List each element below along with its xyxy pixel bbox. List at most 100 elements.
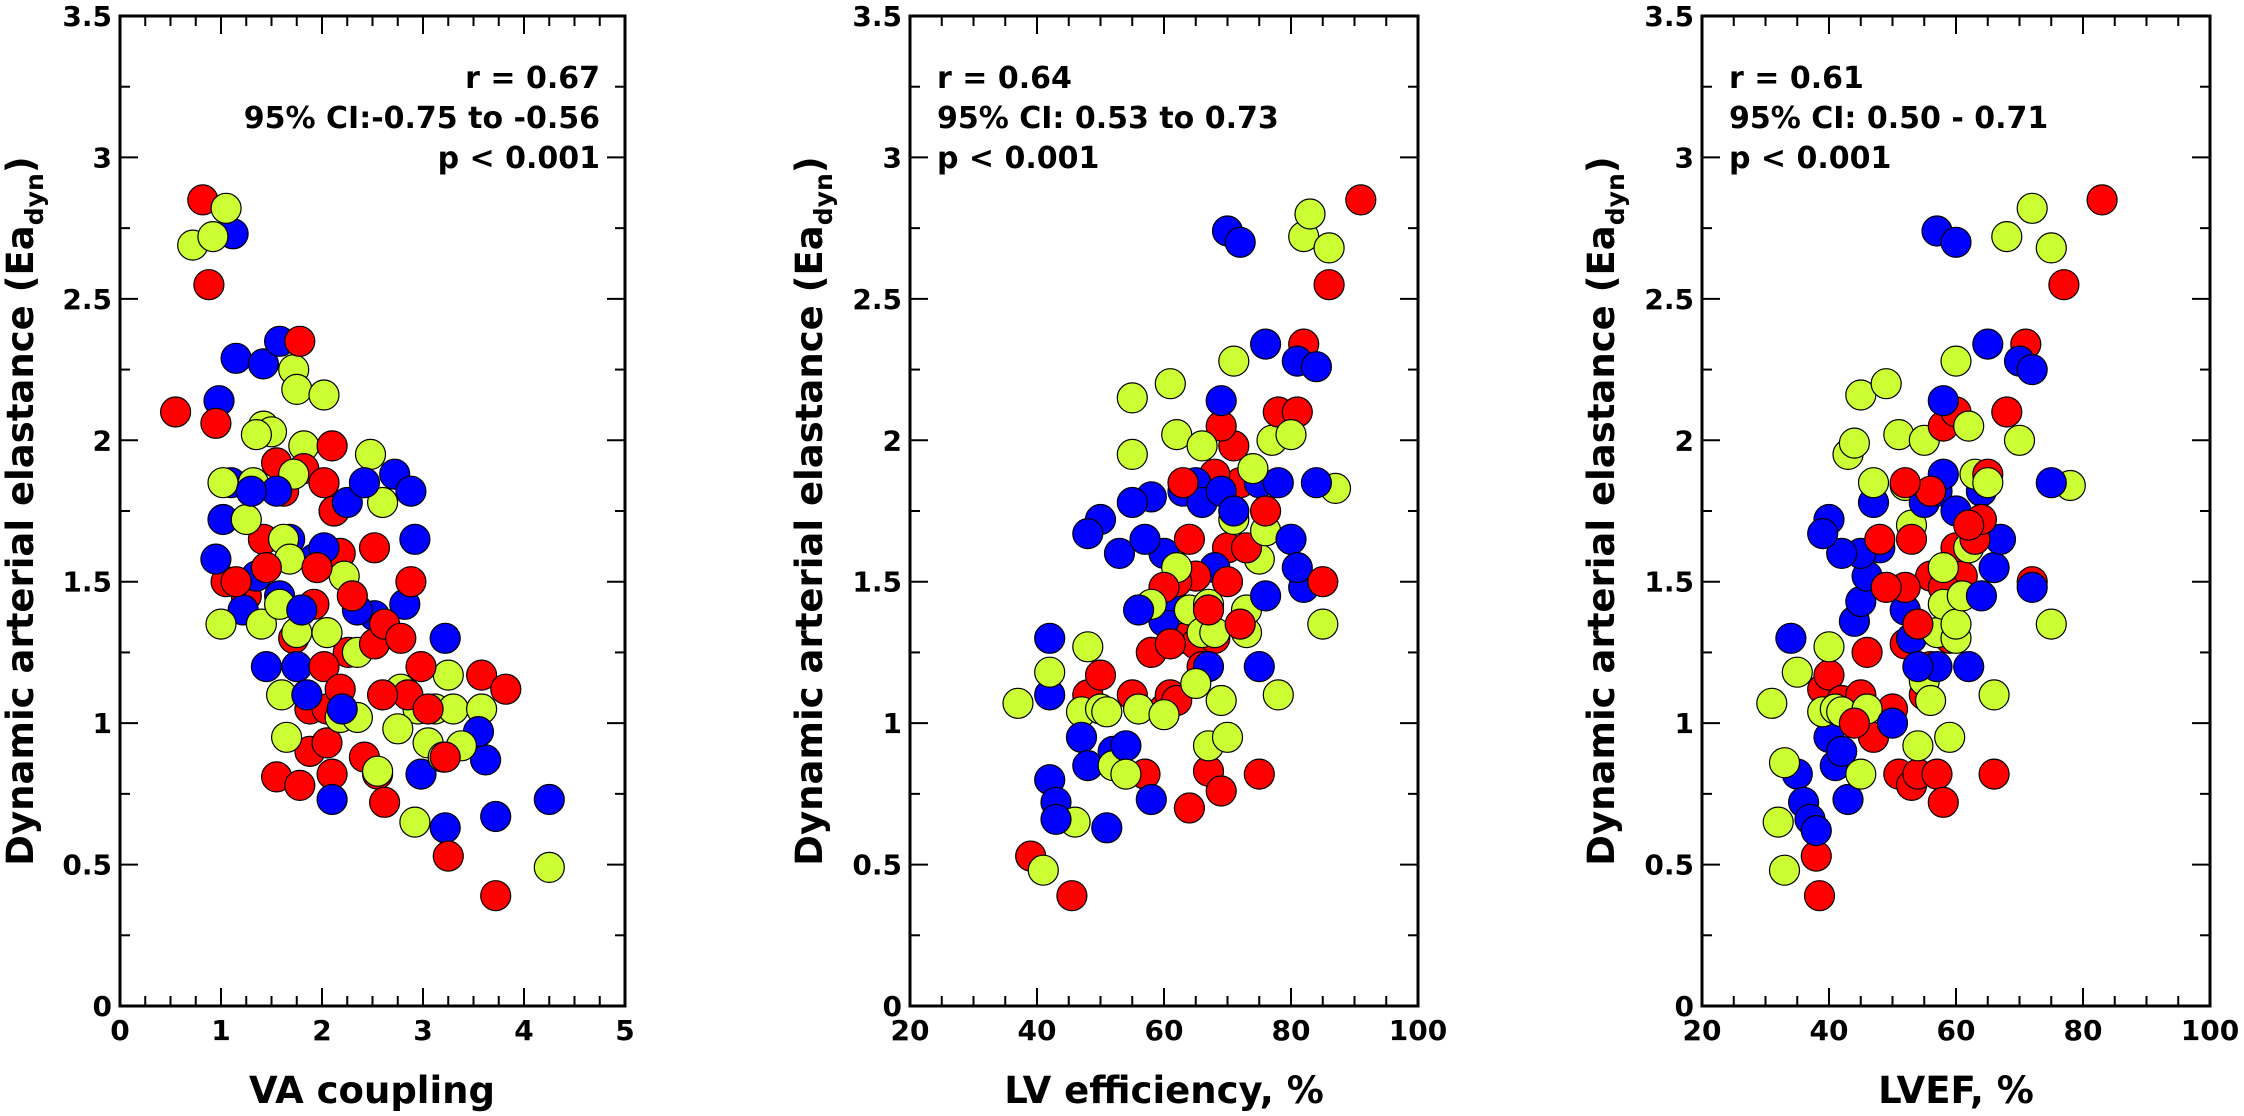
y-tick-label: 2.5: [852, 283, 902, 316]
scatter-point-green: [1914, 684, 1947, 717]
stat-p: p < 0.001: [937, 141, 1099, 176]
scatter-point-blue: [1978, 551, 2010, 584]
scatter-point-green: [245, 608, 277, 640]
scatter-point-red: [1205, 775, 1237, 807]
scatter-point-red: [1921, 758, 1953, 790]
x-axis-label: LVEF, %: [1878, 1069, 2034, 1112]
scatter-point-green: [1034, 656, 1066, 688]
panel-lv-efficiency: 20 40 60 80 100 0 0.5 1 1.5 2 2.5 3 3.5 LV efficien…: [788, 0, 1447, 1112]
scatter-point-blue: [1135, 783, 1167, 816]
y-axis-label: Dynamic arterial elastance (Eadyn): [1580, 156, 1630, 865]
y-tick-labels: 0 0.5 1 1.5 2 2.5 3 3.5: [1644, 0, 1694, 1023]
scatter-point-blue: [1110, 730, 1142, 762]
scatter-point-blue: [2016, 571, 2048, 604]
x-tick-labels: 20 40 60 80 100: [891, 1014, 1448, 1047]
y-tick-label: 1: [883, 707, 902, 740]
scatter-point-blue: [1927, 385, 1959, 417]
scatter-point-green: [1768, 747, 1801, 779]
scatter-point-blue: [2016, 354, 2048, 386]
scatter-point-green: [1218, 345, 1250, 377]
scatter-point-green: [533, 851, 565, 884]
scatter-point-red: [429, 741, 461, 773]
y-tick-label: 3.5: [62, 0, 112, 33]
scatter-point-green: [1978, 679, 2010, 711]
scatter-point-blue: [1103, 537, 1136, 570]
scatter-point-red: [308, 467, 340, 499]
x-tick-label: 80: [1272, 1014, 1311, 1047]
scatter-point-green: [1953, 410, 1985, 442]
scatter-point-green: [1991, 221, 2023, 253]
x-axis-label: LV efficiency, %: [1004, 1069, 1324, 1112]
stat-r: r = 0.64: [937, 61, 1072, 96]
scatter-point-blue: [1249, 580, 1282, 612]
stat-r: r = 0.67: [465, 61, 600, 96]
scatter-point-blue: [480, 800, 512, 833]
x-tick-label: 20: [891, 1014, 930, 1047]
scatter-point-blue: [326, 693, 358, 725]
scatter-point-blue: [1243, 650, 1275, 683]
scatter-point-blue: [2035, 467, 2067, 499]
y-tick-label: 2: [93, 424, 112, 457]
scatter-point-blue: [1224, 226, 1256, 258]
scatter-point-blue: [286, 594, 318, 626]
scatter-point-green: [1294, 198, 1326, 230]
axis-ticks: [909, 15, 1419, 1007]
scatter-point-green: [354, 438, 387, 470]
scatter-point-green: [1275, 419, 1307, 451]
scatter-point-red: [358, 532, 391, 564]
scatter-point-red: [1307, 566, 1339, 598]
scatter-point-blue: [1034, 622, 1066, 654]
x-tick-label: 5: [615, 1014, 634, 1047]
scatter-point-green: [1781, 656, 1813, 688]
scatter-point-blue: [1072, 517, 1104, 550]
scatter-point-red: [395, 566, 427, 598]
y-tick-labels: 0 0.5 1 1.5 2 2.5 3 3.5: [852, 0, 902, 1023]
scatter-point-green: [1762, 806, 1794, 838]
scatter-point-green: [230, 503, 262, 536]
y-tick-label: 3.5: [1644, 0, 1694, 33]
axis-ticks: [1701, 15, 2211, 1007]
scatter-point-red: [1173, 792, 1206, 824]
scatter-point-red: [160, 396, 192, 428]
panel-lvef-points: [1756, 184, 2118, 912]
scatter-point-red: [1902, 608, 1934, 640]
x-tick-label: 0: [110, 1014, 129, 1047]
scatter-point-blue: [1876, 707, 1909, 739]
scatter-point-red: [200, 407, 232, 439]
scatter-point-red: [1895, 523, 1928, 555]
scatter-point-blue: [1040, 803, 1072, 835]
scatter-point-red: [432, 840, 464, 872]
scatter-point-blue: [281, 650, 313, 683]
x-axis-label: VA coupling: [249, 1069, 495, 1112]
scatter-point-red: [336, 580, 368, 612]
scatter-point-red: [1154, 628, 1186, 660]
scatter-point-blue: [1129, 523, 1161, 555]
scatter-point-red: [250, 551, 282, 584]
scatter-point-green: [1870, 368, 1902, 400]
scatter-point-blue: [1281, 551, 1313, 584]
scatter-point-green: [205, 608, 237, 640]
scatter-point-blue: [1832, 783, 1864, 816]
scatter-point-red: [480, 880, 512, 912]
scatter-point-red: [490, 673, 522, 705]
scatter-point-green: [271, 721, 303, 753]
scatter-point-blue: [1218, 495, 1250, 527]
scatter-point-blue: [331, 486, 363, 519]
scatter-point-green: [1972, 467, 2004, 499]
scatter-point-red: [301, 551, 333, 584]
scatter-point-blue: [1965, 580, 1998, 612]
scatter-point-red: [405, 650, 437, 683]
scatter-point-red: [1870, 571, 1902, 604]
scatter-point-blue: [429, 812, 461, 844]
scatter-point-red: [1345, 184, 1377, 216]
scatter-point-green: [1934, 721, 1966, 753]
scatter-point-red: [311, 727, 343, 759]
scatter-point-green: [240, 419, 272, 451]
y-tick-label: 0.5: [62, 849, 112, 882]
scatter-point-green: [1027, 854, 1059, 886]
x-tick-label: 40: [1810, 1014, 1849, 1047]
scatter-point-red: [1243, 758, 1275, 790]
scatter-point-green: [1237, 453, 1269, 485]
scatter-point-blue: [1262, 467, 1294, 499]
y-tick-label: 2.5: [62, 283, 112, 316]
